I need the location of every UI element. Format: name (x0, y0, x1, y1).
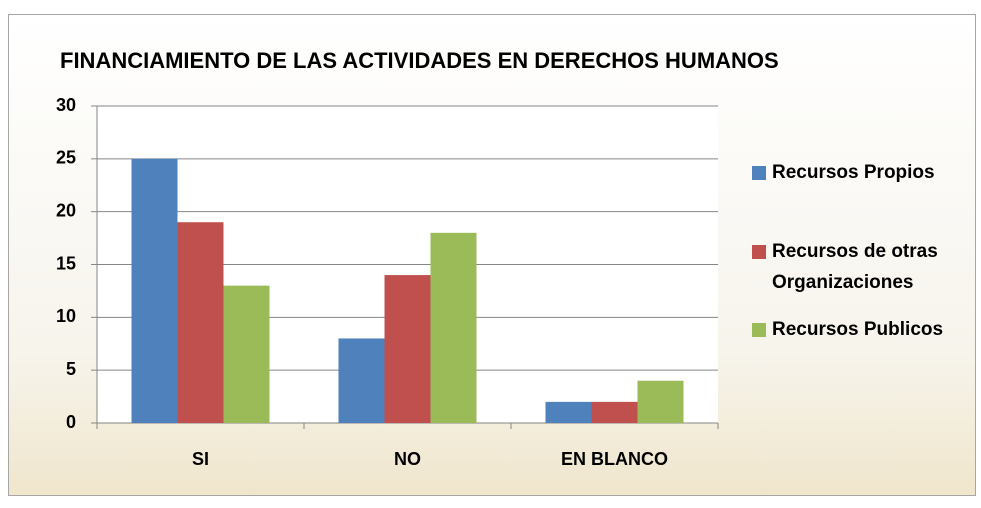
bar (637, 380, 684, 423)
bar (131, 158, 178, 424)
x-tick-label: NO (394, 449, 421, 469)
y-tick-label: 15 (56, 253, 76, 273)
legend-item: Recursos Publicos (752, 314, 977, 345)
y-tick-label: 10 (56, 306, 76, 326)
legend-swatch (752, 166, 766, 180)
bar (338, 338, 385, 423)
bar (384, 275, 431, 423)
legend-item: Recursos Propios (752, 157, 977, 188)
x-tick-label: SI (192, 449, 209, 469)
legend-label: Recursos Publicos (772, 319, 944, 340)
legend-swatch (752, 323, 766, 337)
bar (177, 222, 224, 423)
bar (430, 232, 477, 423)
legend-swatch (752, 245, 766, 259)
y-tick-label: 5 (66, 359, 76, 379)
legend-item: Recursos de otras Organizaciones (752, 236, 977, 298)
y-tick-label: 25 (56, 148, 76, 168)
bar (591, 401, 638, 423)
y-tick-label: 0 (66, 412, 76, 432)
legend-label: Recursos Propios (772, 162, 935, 183)
y-tick-label: 20 (56, 200, 76, 220)
legend-label: Recursos de otras Organizaciones (772, 241, 938, 293)
bar (545, 401, 592, 423)
bar (223, 285, 270, 423)
y-tick-label: 30 (56, 95, 76, 115)
chart-title: FINANCIAMIENTO DE LAS ACTIVIDADES EN DER… (60, 48, 779, 73)
x-tick-label: EN BLANCO (561, 449, 668, 469)
